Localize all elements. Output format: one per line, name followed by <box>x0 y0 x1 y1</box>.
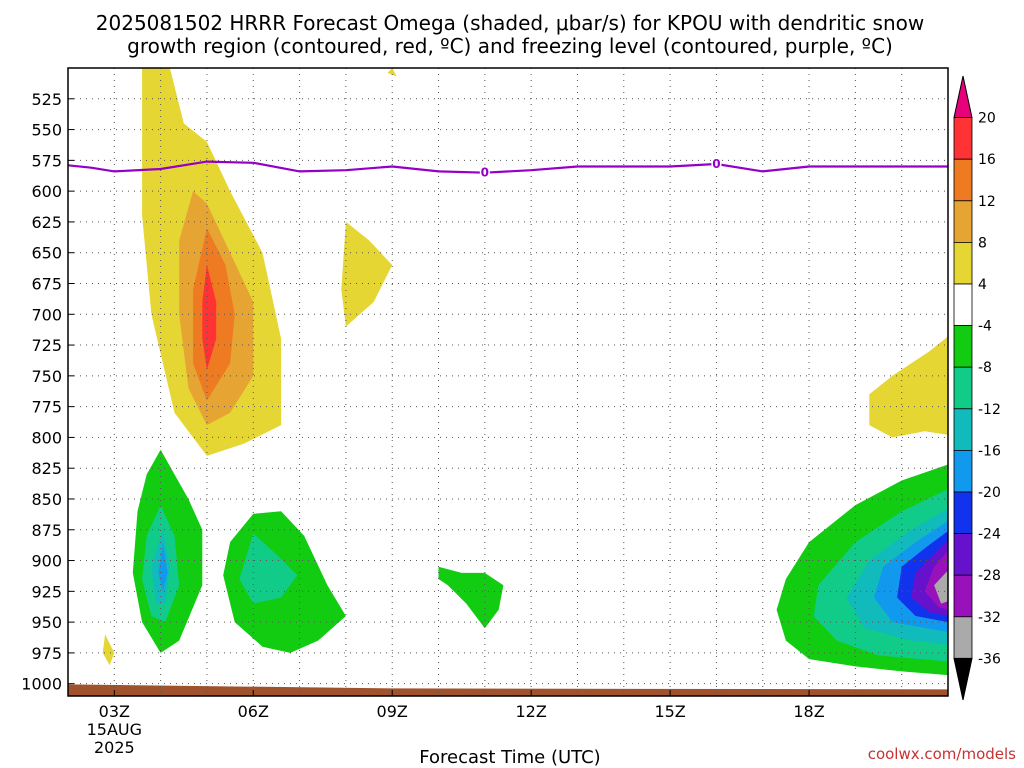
x-tick-label-1: 06Z <box>238 702 269 721</box>
omega-region-22 <box>934 570 948 604</box>
colorbar-swatch-0 <box>953 117 973 160</box>
y-tick-label-5: 650 <box>31 244 62 263</box>
x-tick-label-3: 12Z <box>515 702 546 721</box>
x-tick-label-2: 09Z <box>377 702 408 721</box>
colorbar-label-12: -32 <box>978 610 1001 626</box>
y-tick-label-17: 950 <box>31 613 62 632</box>
colorbar-swatch-3 <box>953 241 973 285</box>
chart-title-line-1: 2025081502 HRRR Forecast Omega (shaded, … <box>96 11 924 35</box>
freezing-level-label-0: 0 <box>481 166 489 180</box>
omega-region-10 <box>438 566 504 629</box>
y-tick-label-14: 875 <box>31 521 62 540</box>
omega-region-3 <box>102 634 115 666</box>
omega-region-4 <box>869 336 948 438</box>
y-tick-label-16: 925 <box>31 582 62 601</box>
colorbar-label-7: -12 <box>978 402 1001 418</box>
colorbar-swatch-5 <box>953 325 973 368</box>
colorbar-label-3: 8 <box>978 235 987 251</box>
y-tick-label-18: 975 <box>31 644 62 663</box>
colorbar-swatch-2 <box>953 200 973 243</box>
freezing-label-bg-0 <box>479 164 490 181</box>
colorbar-swatch-9 <box>953 491 973 534</box>
omega-shaded-regions <box>102 68 948 676</box>
credit-text: coolwx.com/models <box>868 745 1016 763</box>
colorbar: 20 16 12 8 4 -4 -8 -12 -16 -20 -24 -28 -32 -36 <box>953 75 1001 701</box>
y-tick-label-1: 550 <box>31 121 62 140</box>
y-tick-label-13: 850 <box>31 490 62 509</box>
y-tick-label-19: 1000 <box>21 675 62 694</box>
colorbar-label-0: 20 <box>978 111 996 127</box>
colorbar-swatch-7 <box>953 408 973 451</box>
x-tick-label-4: 15Z <box>654 702 685 721</box>
x-tick-label-0: 03Z <box>99 702 130 721</box>
y-tick-label-12: 825 <box>31 459 62 478</box>
colorbar-swatch-12 <box>953 616 973 659</box>
terrain-fill <box>68 684 948 696</box>
colorbar-label-13: -36 <box>978 651 1001 667</box>
colorbar-swatch-6 <box>953 366 973 410</box>
y-tick-label-9: 750 <box>31 367 62 386</box>
y-tick-label-7: 700 <box>31 305 62 324</box>
colorbar-swatch-4 <box>953 283 973 326</box>
omega-region-1 <box>341 221 393 327</box>
y-tick-label-3: 600 <box>31 182 62 201</box>
colorbar-label-9: -20 <box>978 485 1001 501</box>
freezing-label-bg-1 <box>711 156 722 173</box>
freezing-level-label-1: 0 <box>712 157 720 171</box>
y-tick-label-15: 900 <box>31 552 62 571</box>
colorbar-label-4: 4 <box>978 277 987 293</box>
colorbar-swatch-8 <box>953 449 973 493</box>
x-axis-label: Forecast Time (UTC) <box>419 747 600 768</box>
y-tick-label-4: 625 <box>31 213 62 232</box>
y-tick-label-2: 575 <box>31 151 62 170</box>
plot-frame <box>67 67 949 697</box>
y-tick-label-8: 725 <box>31 336 62 355</box>
colorbar-label-5: -4 <box>978 319 992 335</box>
chart-title-line-2: growth region (contoured, red, ºC) and f… <box>127 34 893 58</box>
x-tick-date-0: 15AUG <box>87 720 142 739</box>
colorbar-label-6: -8 <box>978 360 992 376</box>
colorbar-top-arrow <box>953 75 973 119</box>
y-tick-label-10: 775 <box>31 398 62 417</box>
colorbar-swatch-11 <box>953 574 973 618</box>
colorbar-label-2: 12 <box>978 194 996 210</box>
colorbar-swatch-10 <box>953 533 973 576</box>
omega-region-2 <box>387 68 397 77</box>
y-tick-label-6: 675 <box>31 274 62 293</box>
x-tick-label-5: 18Z <box>793 702 824 721</box>
colorbar-label-8: -16 <box>978 443 1001 459</box>
omega-region-7 <box>202 265 217 370</box>
colorbar-swatch-1 <box>953 158 973 202</box>
y-tick-label-11: 800 <box>31 428 62 447</box>
colorbar-label-10: -24 <box>978 527 1001 543</box>
freezing-level-contour: 00 <box>67 156 948 181</box>
colorbar-label-1: 16 <box>978 152 996 168</box>
omega-region-13 <box>239 533 298 604</box>
colorbar-label-11: -28 <box>978 568 1001 584</box>
colorbar-bottom-arrow <box>953 657 973 701</box>
y-axis-ticks: 525 550 575 600 625 650 675 700 725 750 775 800 825 8… <box>21 90 74 694</box>
y-tick-label-0: 525 <box>31 90 62 109</box>
x-tick-year-0: 2025 <box>94 738 135 757</box>
terrain-band <box>68 684 948 696</box>
